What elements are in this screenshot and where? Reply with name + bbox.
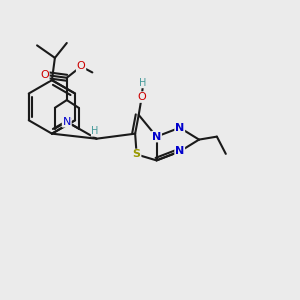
Text: N: N [175, 146, 184, 157]
Text: O: O [40, 70, 49, 80]
Text: O: O [137, 92, 146, 102]
Text: H: H [91, 126, 99, 136]
Text: H: H [140, 78, 147, 88]
Text: O: O [77, 61, 85, 71]
Text: S: S [133, 149, 141, 160]
Text: N: N [63, 117, 71, 127]
Text: N: N [175, 123, 184, 133]
Text: N: N [152, 132, 161, 142]
